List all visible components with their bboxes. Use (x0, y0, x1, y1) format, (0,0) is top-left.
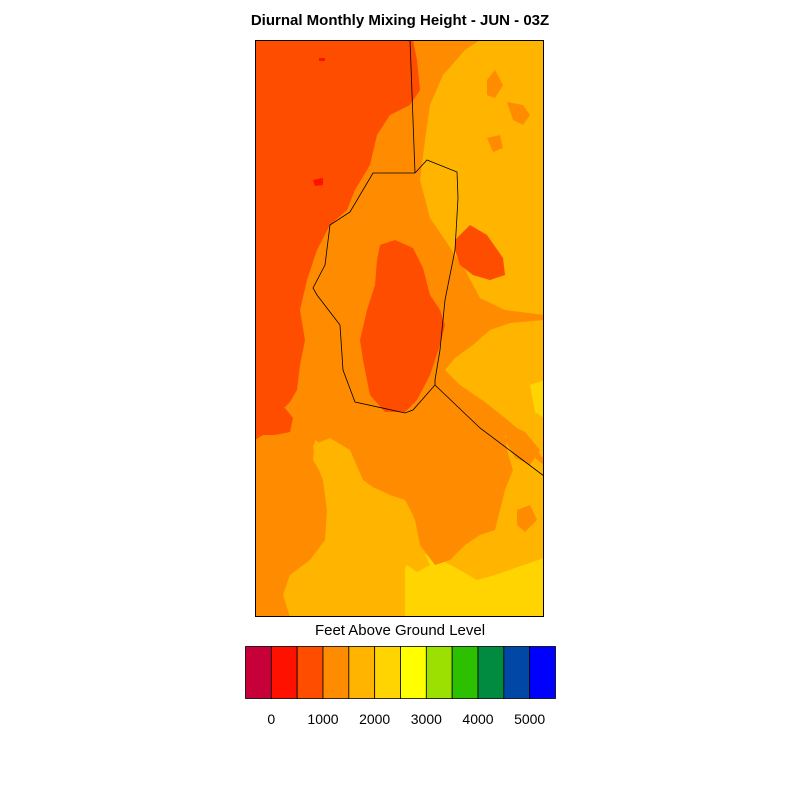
colorbar-swatch (322, 646, 350, 699)
colorbar-tick-label: 3000 (410, 711, 442, 727)
colorbar-tick-label: 5000 (514, 711, 546, 727)
colorbar-swatch (296, 646, 324, 699)
orange-blob-ne2 (507, 102, 530, 125)
gold-region-east (530, 380, 544, 418)
colorbar (245, 646, 556, 704)
gold-region-south (405, 550, 544, 617)
red-orange-region-sw (255, 408, 293, 435)
red-orange-region-east (455, 225, 505, 280)
boundary-line-southeast (434, 384, 544, 477)
red-orange-region-central (360, 240, 445, 412)
amber-south-region (295, 560, 375, 617)
colorbar-tick-label: 0 (267, 711, 276, 727)
boundary-region-outline (312, 159, 459, 414)
colorbar-swatch (400, 646, 427, 699)
orange-blob-ne1 (487, 70, 503, 98)
red-spot-2 (319, 58, 325, 61)
boundary-line-north (409, 40, 416, 174)
chart-title: Diurnal Monthly Mixing Height - JUN - 03… (250, 12, 550, 29)
colorbar-tick-label: 4000 (462, 711, 494, 727)
colorbar-tick-label: 1000 (307, 711, 339, 727)
colorbar-svg (245, 646, 556, 699)
contour-map (255, 40, 544, 617)
map-svg (255, 40, 544, 617)
amber-inner-region (313, 438, 430, 572)
red-orange-region-west (255, 40, 420, 440)
colorbar-swatch (270, 646, 298, 699)
orange-blob-ne3 (487, 135, 503, 152)
red-spot-1 (313, 178, 323, 186)
colorbar-swatch (477, 646, 505, 699)
colorbar-swatch (374, 646, 401, 699)
colorbar-swatch (503, 646, 531, 699)
colorbar-swatch (425, 646, 453, 699)
colorbar-swatch (451, 646, 479, 699)
colorbar-swatch (245, 646, 272, 699)
colorbar-tick-label: 2000 (359, 711, 391, 727)
orange-blob-se (517, 505, 537, 532)
colorbar-swatch (348, 646, 376, 699)
map-border (255, 40, 544, 617)
colorbar-tick-labels: 0 1000 2000 3000 4000 5000 (0, 711, 800, 731)
colorbar-swatch (529, 646, 556, 699)
colorbar-label: Feet Above Ground Level (314, 622, 486, 639)
orange-blob-east (505, 425, 540, 465)
